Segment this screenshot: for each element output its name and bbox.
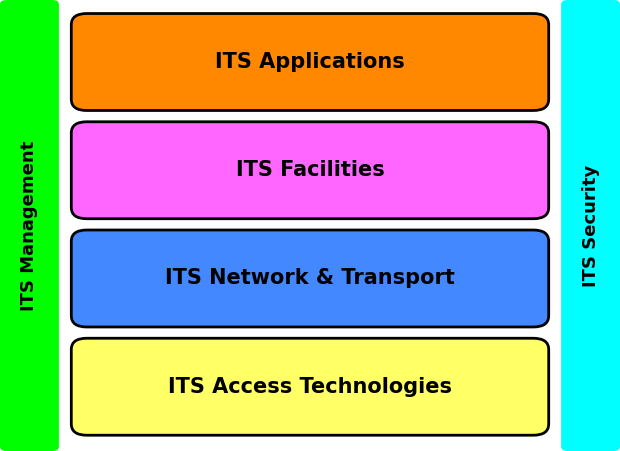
FancyBboxPatch shape — [71, 14, 549, 110]
Text: ITS Management: ITS Management — [20, 140, 38, 311]
FancyBboxPatch shape — [71, 230, 549, 327]
Text: ITS Network & Transport: ITS Network & Transport — [165, 268, 455, 289]
FancyBboxPatch shape — [0, 0, 59, 451]
Text: ITS Access Technologies: ITS Access Technologies — [168, 377, 452, 397]
Text: ITS Applications: ITS Applications — [215, 52, 405, 72]
Text: ITS Security: ITS Security — [582, 164, 600, 287]
FancyBboxPatch shape — [561, 0, 620, 451]
FancyBboxPatch shape — [71, 338, 549, 435]
Text: ITS Facilities: ITS Facilities — [236, 160, 384, 180]
FancyBboxPatch shape — [71, 122, 549, 219]
